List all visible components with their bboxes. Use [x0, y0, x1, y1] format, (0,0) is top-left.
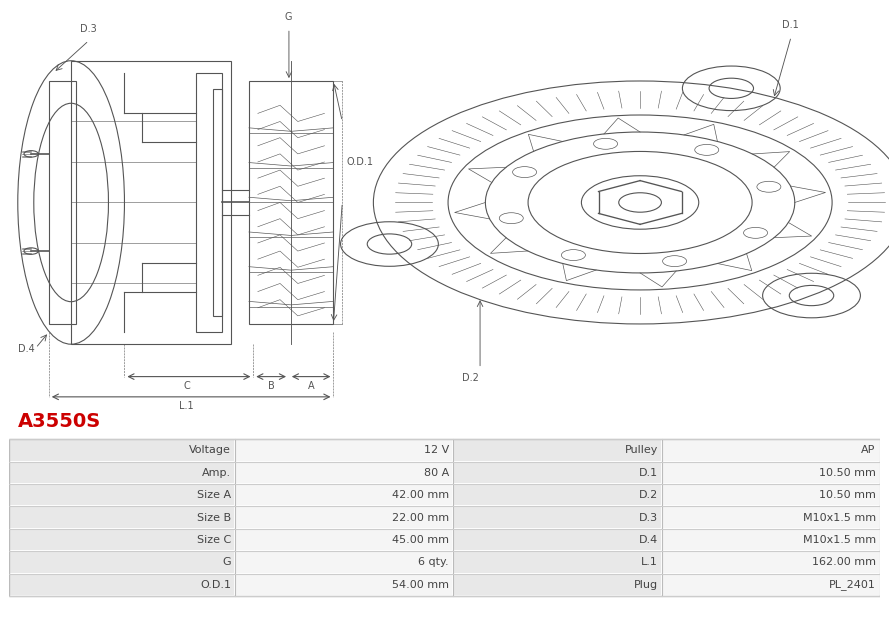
Bar [662, 529, 880, 551]
Bar [249, 81, 333, 324]
Text: M10x1.5 mm: M10x1.5 mm [803, 535, 876, 545]
Bar [236, 574, 453, 596]
Bar [453, 462, 662, 484]
Text: 22.00 mm: 22.00 mm [392, 513, 449, 523]
Text: Size A: Size A [197, 490, 231, 500]
Bar [9, 484, 236, 506]
Bar [662, 574, 880, 596]
Text: D.4: D.4 [638, 535, 658, 545]
Text: 45.00 mm: 45.00 mm [392, 535, 449, 545]
Text: 54.00 mm: 54.00 mm [392, 580, 449, 590]
Bar [9, 439, 236, 462]
Text: M10x1.5 mm: M10x1.5 mm [803, 513, 876, 523]
Text: D.3: D.3 [639, 513, 658, 523]
Bar [236, 529, 453, 551]
Bar [453, 551, 662, 574]
Bar [236, 484, 453, 506]
Bar [9, 506, 236, 529]
Text: A3550S: A3550S [18, 412, 100, 431]
Bar [453, 484, 662, 506]
Bar [213, 89, 222, 316]
Text: Size C: Size C [196, 535, 231, 545]
Text: Voltage: Voltage [189, 445, 231, 455]
Text: AP: AP [861, 445, 876, 455]
Bar [236, 506, 453, 529]
Text: D.1: D.1 [782, 21, 799, 31]
Text: D.2: D.2 [638, 490, 658, 500]
Text: Plug: Plug [634, 580, 658, 590]
Text: D.3: D.3 [80, 24, 97, 34]
Text: O.D.1: O.D.1 [347, 157, 373, 167]
Text: 10.50 mm: 10.50 mm [819, 490, 876, 500]
Text: L.1: L.1 [180, 401, 194, 411]
Text: O.D.1: O.D.1 [200, 580, 231, 590]
Bar [236, 551, 453, 574]
Text: G: G [222, 558, 231, 568]
Bar [9, 574, 236, 596]
Text: Amp.: Amp. [202, 468, 231, 478]
Bar [9, 439, 880, 596]
Bar [453, 574, 662, 596]
Text: 80 A: 80 A [423, 468, 449, 478]
Text: C: C [183, 381, 190, 391]
Bar [9, 462, 236, 484]
Bar [49, 81, 76, 324]
Text: Pulley: Pulley [625, 445, 658, 455]
Bar [9, 529, 236, 551]
Bar [9, 551, 236, 574]
Bar [236, 439, 453, 462]
Text: L.1: L.1 [641, 558, 658, 568]
Bar [453, 506, 662, 529]
Bar [662, 506, 880, 529]
Bar [662, 551, 880, 574]
Text: D.2: D.2 [462, 373, 479, 383]
Text: 12 V: 12 V [423, 445, 449, 455]
Text: D.1: D.1 [639, 468, 658, 478]
Bar [71, 60, 231, 344]
Bar [453, 529, 662, 551]
Bar [453, 439, 662, 462]
Text: A: A [308, 381, 315, 391]
Text: G: G [284, 12, 292, 22]
Text: 6 qty.: 6 qty. [418, 558, 449, 568]
Text: PL_2401: PL_2401 [829, 579, 876, 591]
Bar [662, 439, 880, 462]
Text: 42.00 mm: 42.00 mm [392, 490, 449, 500]
Bar [662, 462, 880, 484]
Text: 162.00 mm: 162.00 mm [812, 558, 876, 568]
Text: D.4: D.4 [19, 345, 35, 354]
Bar [236, 462, 453, 484]
Bar [662, 484, 880, 506]
Text: B: B [268, 381, 275, 391]
Text: Size B: Size B [197, 513, 231, 523]
Text: 10.50 mm: 10.50 mm [819, 468, 876, 478]
Bar [196, 73, 222, 332]
